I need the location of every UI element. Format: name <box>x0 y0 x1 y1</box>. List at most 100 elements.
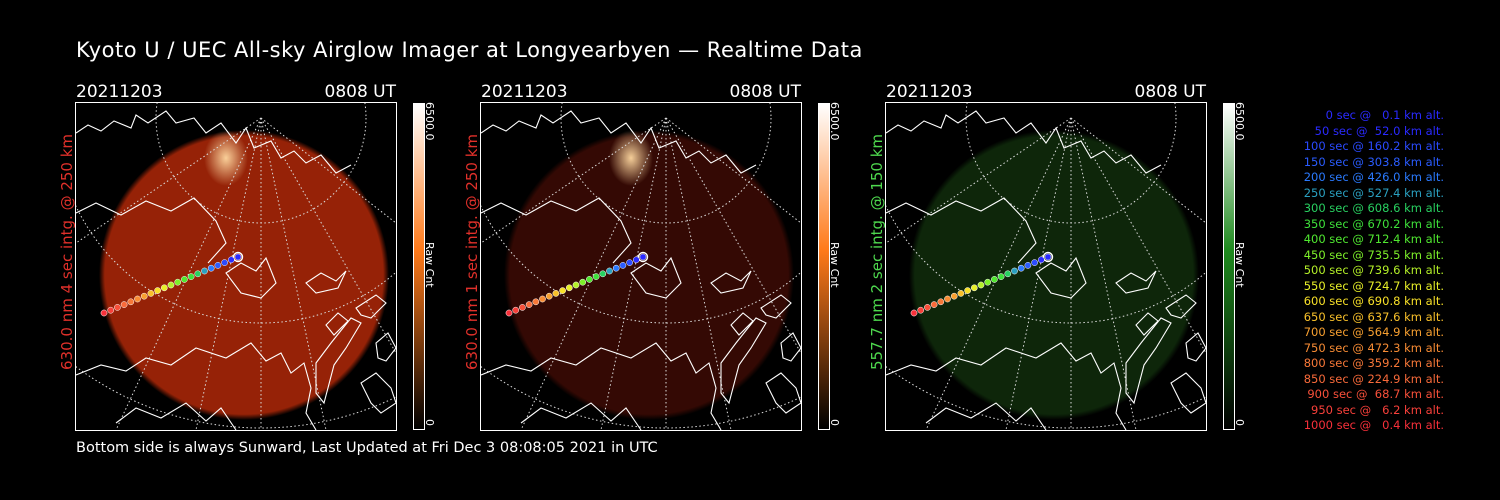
trajectory-point <box>977 281 985 289</box>
trajectory-point <box>1004 270 1012 278</box>
trajectory-point <box>234 253 242 261</box>
trajectory-point <box>120 301 128 308</box>
trajectory-point <box>572 281 580 289</box>
legend-item: 600 sec @ 690.8 km alt. <box>1303 294 1444 308</box>
aurora-spot <box>609 130 653 186</box>
trajectory-point <box>612 264 620 272</box>
sky-glow <box>909 130 1199 420</box>
trajectory-point <box>917 306 925 314</box>
trajectory-point <box>910 309 918 317</box>
trajectory-point <box>559 287 566 294</box>
trajectory-point <box>632 256 640 264</box>
colorbar-unit: Raw Cnt <box>423 242 436 288</box>
legend-item: 400 sec @ 712.4 km alt. <box>1303 232 1444 246</box>
trajectory-point <box>214 262 222 269</box>
legend-item: 350 sec @ 670.2 km alt. <box>1303 216 1444 231</box>
trajectory-point <box>565 284 573 292</box>
panel-time: 0808 UT <box>324 82 397 102</box>
trajectory-point <box>194 270 202 278</box>
trajectory-point <box>114 304 121 311</box>
legend-item: 950 sec @ 6.2 km alt. <box>1311 402 1444 417</box>
trajectory-point <box>991 276 998 283</box>
trajectory-point <box>579 278 587 286</box>
trajectory-point <box>997 273 1005 280</box>
colorbar <box>1223 103 1235 430</box>
trajectory-point <box>154 287 161 294</box>
colorbar-min: 0 <box>423 419 436 426</box>
trajectory-point <box>957 290 965 297</box>
trajectory-point <box>937 298 945 306</box>
trajectory-point <box>519 304 526 311</box>
wavelength-label: 557.7 nm 2 sec intg. @ 150 km <box>868 133 886 370</box>
panel-date: 20211203 <box>76 82 163 102</box>
footer-note: Bottom side is always Sunward, Last Upda… <box>76 440 658 456</box>
trajectory-point <box>100 309 108 317</box>
trajectory-point <box>525 301 533 308</box>
trajectory-point <box>1031 259 1038 266</box>
legend-item: 50 sec @ 52.0 km alt. <box>1314 123 1444 138</box>
colorbar <box>413 103 425 430</box>
legend-item: 450 sec @ 735.5 km alt. <box>1303 247 1444 262</box>
trajectory-point <box>984 278 992 286</box>
trajectory-point <box>592 273 600 280</box>
trajectory-point <box>944 295 951 303</box>
trajectory-point <box>160 284 168 292</box>
trajectory-point <box>181 276 188 283</box>
legend-item: 250 sec @ 527.4 km alt. <box>1303 185 1444 200</box>
panel-2: 20211203 0808 UT <box>480 80 802 431</box>
colorbar-min: 0 <box>1233 419 1246 426</box>
wavelength-label: 630.0 nm 1 sec intg. @ 250 km <box>463 133 481 370</box>
trajectory-point <box>964 287 971 294</box>
panel-time: 0808 UT <box>729 82 802 102</box>
legend-item: 500 sec @ 739.6 km alt. <box>1303 263 1444 277</box>
colorbar <box>818 103 830 430</box>
wavelength-label: 630.0 nm 4 sec intg. @ 250 km <box>58 133 76 370</box>
panel-3: 20211203 0808 UT <box>885 80 1207 431</box>
trajectory-point <box>639 253 647 261</box>
sky-glow <box>99 130 389 420</box>
trajectory-point <box>187 273 195 280</box>
trajectory-point <box>586 276 593 283</box>
legend-item: 300 sec @ 608.6 km alt. <box>1303 201 1444 215</box>
trajectory-point <box>970 284 978 292</box>
legend-item: 800 sec @ 359.2 km alt. <box>1303 356 1444 370</box>
trajectory-point <box>950 292 958 300</box>
trajectory-point <box>227 256 235 264</box>
legend-item: 900 sec @ 68.7 km alt. <box>1307 387 1444 401</box>
legend-item: 850 sec @ 224.9 km alt. <box>1303 371 1444 386</box>
trajectory-point <box>930 301 938 308</box>
trajectory-point <box>107 306 115 314</box>
trajectory-point <box>1037 256 1045 264</box>
trajectory-point <box>201 267 208 275</box>
colorbar-max: 6500.0 <box>1233 102 1246 141</box>
trajectory-point <box>619 262 627 269</box>
trajectory-point <box>599 270 607 278</box>
trajectory-point <box>221 259 228 266</box>
panel-1: 20211203 0808 UT <box>75 80 397 431</box>
trajectory-point <box>505 309 513 317</box>
colorbar-max: 6500.0 <box>828 102 841 141</box>
legend-item: 650 sec @ 637.6 km alt. <box>1303 309 1444 324</box>
trajectory-point <box>127 298 135 306</box>
legend-item: 100 sec @ 160.2 km alt. <box>1303 139 1444 153</box>
trajectory-point <box>626 259 633 266</box>
allsky-image <box>885 102 1207 431</box>
legend-item: 700 sec @ 564.9 km alt. <box>1303 325 1444 339</box>
legend-item: 200 sec @ 426.0 km alt. <box>1303 170 1444 184</box>
aurora-spot <box>204 130 248 186</box>
trajectory-point <box>167 281 175 289</box>
trajectory-point <box>606 267 613 275</box>
colorbar-unit: Raw Cnt <box>1233 242 1246 288</box>
allsky-image <box>75 102 397 431</box>
trajectory-point <box>512 306 520 314</box>
trajectory-point <box>1011 267 1018 275</box>
trajectory-start <box>232 251 244 263</box>
page-title: Kyoto U / UEC All-sky Airglow Imager at … <box>76 38 863 62</box>
panel-date: 20211203 <box>886 82 973 102</box>
trajectory-point <box>174 278 182 286</box>
trajectory-point <box>532 298 540 306</box>
trajectory-point <box>207 264 215 272</box>
trajectory-point <box>1024 262 1032 269</box>
colorbar-unit: Raw Cnt <box>828 242 841 288</box>
trajectory-point <box>552 290 560 297</box>
